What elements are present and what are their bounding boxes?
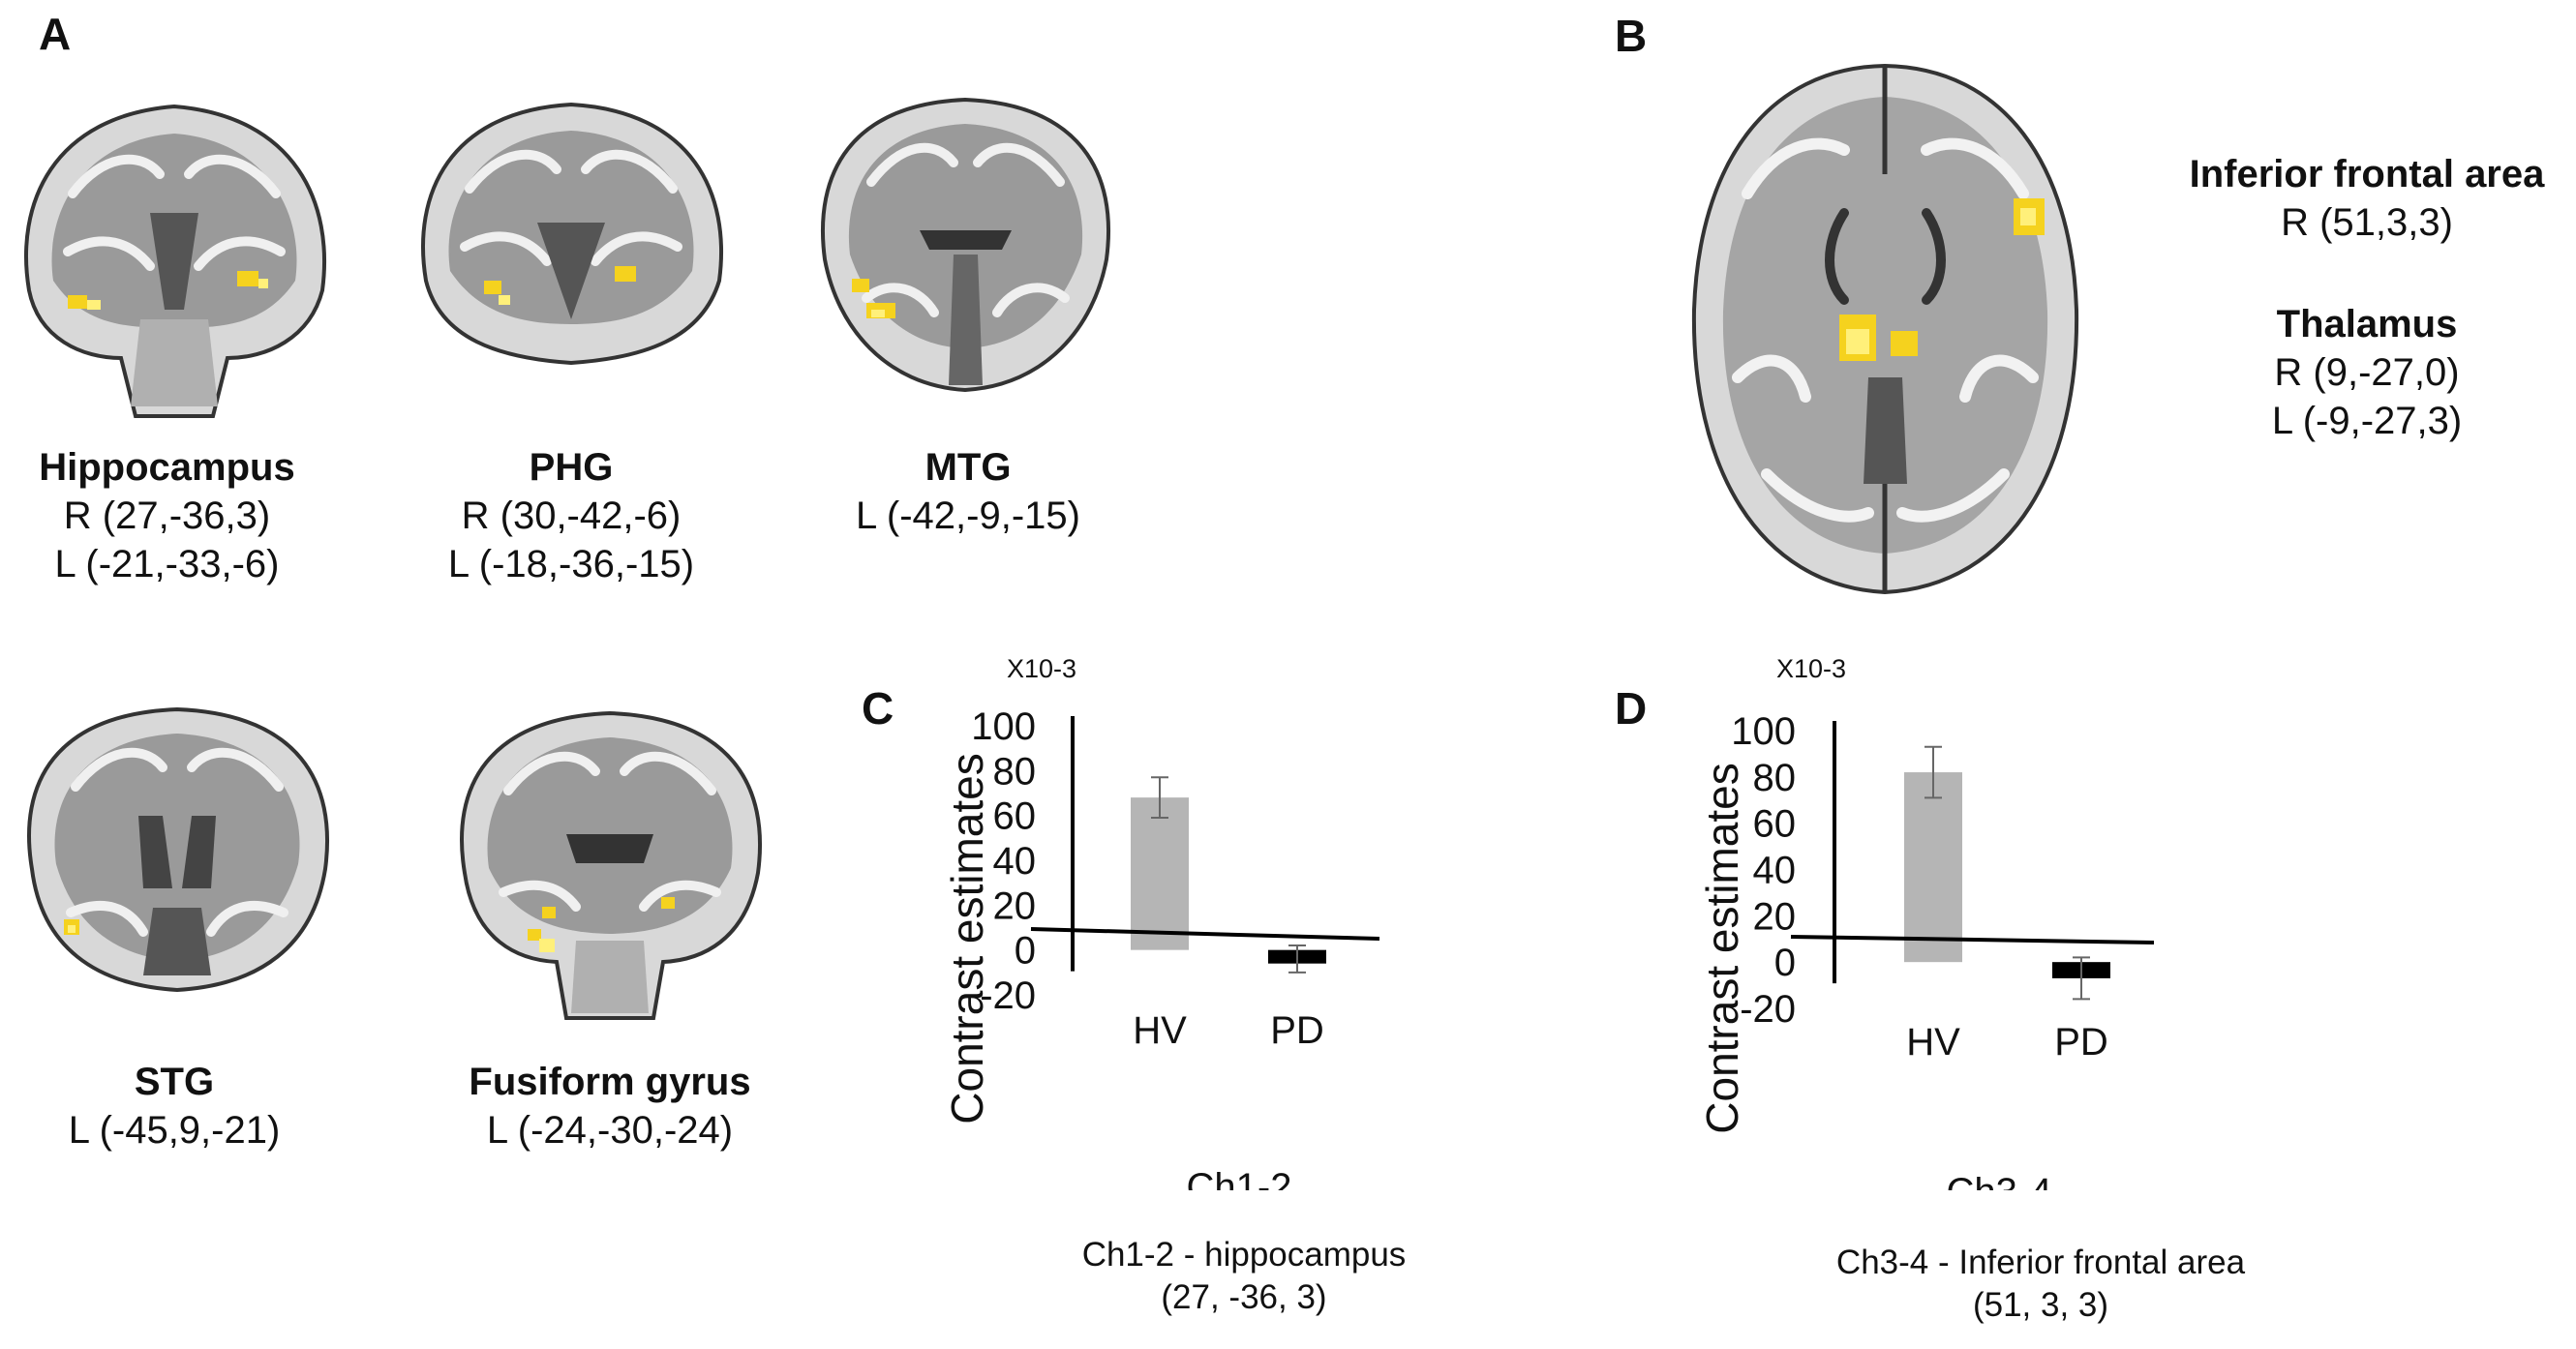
caption-mtg: MTG L (-42,-9,-15) [813,443,1123,540]
category-label-pd: PD [1270,1009,1324,1052]
category-labels: HV PD [1906,1021,2108,1064]
y-tick-label: 60 [993,795,1037,838]
region-title: Thalamus [2276,303,2458,345]
scale-note: X10-3 [1007,654,1076,683]
axial-slice-thalamus [1691,63,2079,595]
caption-line: (27, -36, 3) [1161,1278,1327,1316]
chart-c: X10-3 Contrast estimates -20020406080100… [942,654,1380,1190]
panel-label-a: A [39,9,72,59]
coordinate-line: R (9,-27,0) [2274,351,2460,394]
region-title: Fusiform gyrus [469,1061,751,1103]
coronal-slice-fusiform [460,710,763,1020]
y-tick-label: 0 [1015,930,1036,973]
coordinate-line: R (27,-36,3) [63,495,271,537]
region-title: STG [134,1061,215,1103]
y-tick-label: 0 [1774,942,1796,984]
coordinate-line: R (30,-42,-6) [461,495,682,537]
caption-phg: PHG R (30,-42,-6) L (-18,-36,-15) [397,443,745,588]
x-axis-title: Ch3-4 [1947,1171,2052,1190]
caption-line: (51, 3, 3) [1972,1286,2109,1324]
x-axis-title: Ch1-2 [1187,1166,1292,1190]
y-tick-label: -20 [980,974,1036,1017]
coordinate-line: L (-45,9,-21) [68,1109,281,1152]
caption-inferior-frontal: Inferior frontal area R (51,3,3) [2168,150,2565,247]
error-bar-pd [2073,956,2090,1001]
coordinate-line: L (-42,-9,-15) [856,495,1080,537]
error-bar-pd [1288,944,1306,974]
caption-hippocampus: Hippocampus R (27,-36,3) L (-21,-33,-6) [0,443,334,588]
coordinate-line: L (-24,-30,-24) [486,1109,734,1152]
category-label-hv: HV [1906,1021,1960,1064]
y-axis-title: Contrast estimates [1697,763,1747,1133]
coronal-slice-mtg [820,97,1111,393]
caption-stg: STG L (-45,9,-21) [15,1058,334,1154]
caption-line: Ch1-2 - hippocampus [1081,1236,1407,1274]
zero-baseline [1790,935,2155,944]
coordinate-line: L (-18,-36,-15) [447,543,695,585]
y-axis-title: Contrast estimates [942,753,992,1124]
coordinate-line: L (-21,-33,-6) [54,543,280,585]
coronal-slice-hippocampus [24,104,327,418]
region-title: MTG [924,446,1012,489]
panel-label-c: C [862,683,894,734]
coronal-slice-stg [27,706,330,993]
y-tick-label: -20 [1740,988,1796,1031]
y-tick-label: 40 [993,840,1037,883]
coordinate-line: L (-9,-27,3) [2271,400,2463,442]
coronal-slice-phg [421,102,724,366]
region-title: Inferior frontal area [2189,153,2545,195]
chart-d: X10-3 Contrast estimates -20020406080100… [1697,654,2155,1190]
bar-hv [1904,772,1962,963]
y-tick-label: 100 [1731,710,1796,753]
y-tick-label: 40 [1753,850,1797,892]
bar-hv [1131,797,1189,950]
caption-line: Ch3-4 - Inferior frontal area [1835,1244,2246,1281]
chart-d-caption: Ch3-4 - Inferior frontal area (51, 3, 3) [1799,1242,2283,1327]
y-tick-label: 20 [1753,895,1797,938]
region-title: PHG [529,446,614,489]
bars [1131,776,1326,974]
error-bar-hv [1151,776,1168,819]
bars [1904,745,2110,1001]
category-labels: HV PD [1133,1009,1324,1052]
coordinate-line: R (51,3,3) [2281,201,2453,244]
y-tick-label: 80 [1753,757,1797,799]
y-tick-label: 80 [993,750,1037,793]
caption-thalamus: Thalamus R (9,-27,0) L (-9,-27,3) [2207,300,2527,445]
error-bar-hv [1924,745,1942,799]
y-tick-label: 20 [993,884,1037,927]
y-tick-label: 60 [1753,803,1797,846]
category-label-hv: HV [1133,1009,1187,1052]
y-tick-label: 100 [971,705,1036,748]
region-title: Hippocampus [39,446,295,489]
panel-label-b: B [1615,11,1648,61]
zero-baseline [1030,927,1380,941]
category-label-pd: PD [2054,1021,2108,1064]
panel-label-d: D [1615,683,1648,734]
chart-c-caption: Ch1-2 - hippocampus (27, -36, 3) [1055,1234,1433,1319]
caption-fusiform-gyrus: Fusiform gyrus L (-24,-30,-24) [436,1058,784,1154]
scale-note: X10-3 [1776,654,1846,683]
